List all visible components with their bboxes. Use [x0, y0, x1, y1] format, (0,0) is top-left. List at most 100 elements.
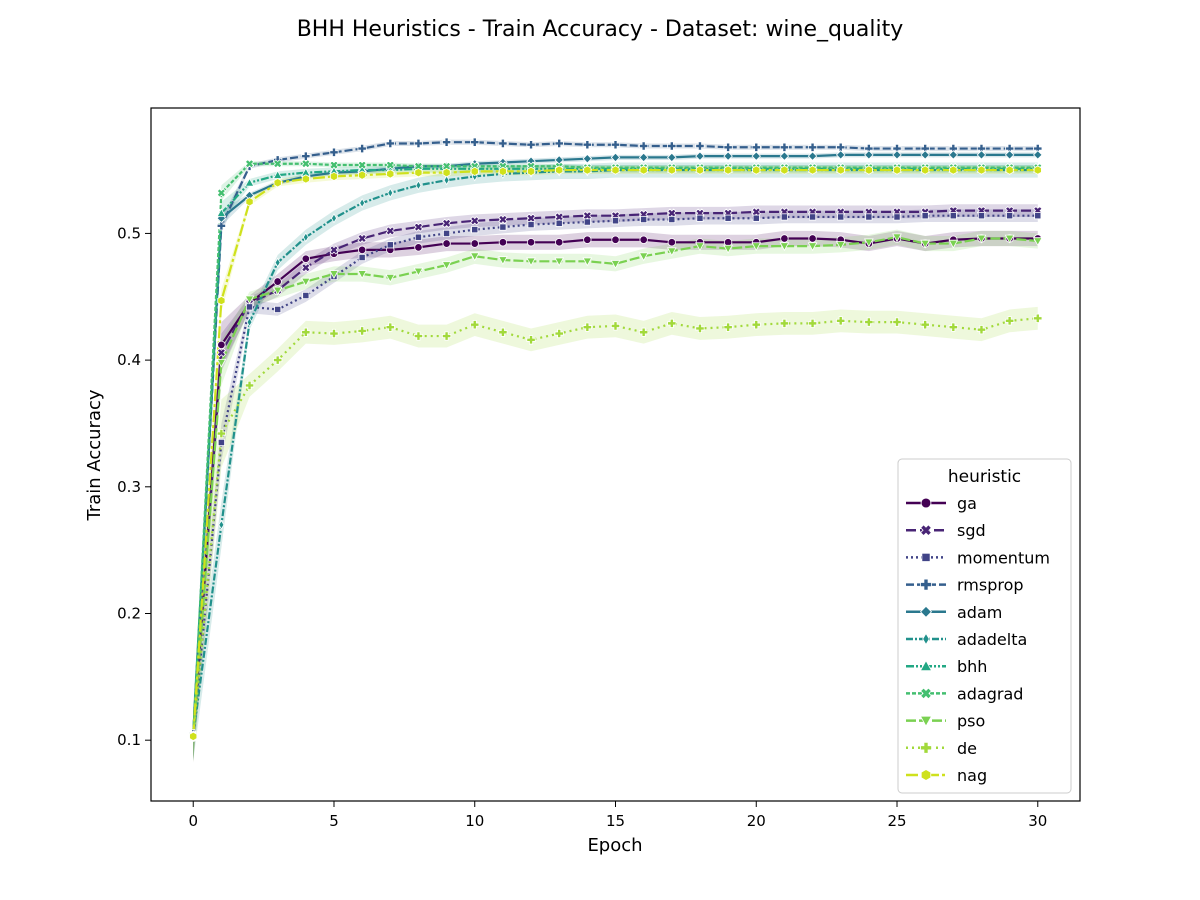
point-nag [1033, 165, 1042, 175]
point-nag [864, 165, 873, 175]
point-ga [357, 245, 367, 255]
point-momentum [865, 213, 873, 221]
point-nag [358, 170, 367, 180]
point-momentum [780, 213, 788, 221]
point-de [554, 328, 564, 339]
point-ga [217, 340, 226, 350]
point-de [273, 355, 283, 365]
point-nag [527, 166, 536, 177]
point-nag [639, 165, 648, 175]
point-nag [245, 197, 254, 207]
point-pso [554, 257, 565, 267]
point-adam [1004, 150, 1015, 160]
point-nag [695, 165, 704, 175]
series-markers [188, 137, 1043, 742]
point-rmsprop [554, 138, 564, 149]
legend: heuristic ga sgd momentum rmsprop adam adadelt… [897, 458, 1072, 794]
point-rmsprop [807, 142, 818, 152]
point-adam [835, 150, 846, 160]
legend-marker-pso [919, 715, 933, 727]
legend-frame [897, 458, 1072, 794]
legend-label-rmsprop: rmsprop [957, 576, 1024, 595]
point-momentum [414, 233, 422, 241]
point-pso [526, 257, 536, 267]
point-adagrad [329, 160, 339, 170]
point-momentum [837, 213, 845, 221]
x-axis-ticks: 0 5 10 15 20 25 30 [188, 801, 1047, 830]
point-pso [695, 242, 705, 252]
point-ga [526, 238, 536, 247]
legend-label-pso: pso [957, 712, 985, 731]
point-ga [667, 238, 676, 247]
point-ga [611, 235, 620, 244]
point-nag [442, 167, 451, 178]
point-de [807, 318, 818, 328]
point-de [751, 320, 761, 330]
point-de [836, 316, 846, 326]
point-sgd [441, 218, 452, 228]
y-tick-label: 0.1 [117, 731, 141, 749]
point-de [723, 322, 733, 332]
point-adam [864, 150, 874, 160]
point-adadelta [246, 317, 253, 328]
point-nag [301, 174, 310, 184]
band-de [193, 306, 1038, 762]
point-adam [695, 151, 705, 161]
legend-label-ga: ga [957, 494, 977, 513]
point-rmsprop [610, 140, 621, 150]
point-rmsprop [582, 140, 592, 150]
point-adam [976, 150, 987, 160]
point-nag [892, 165, 902, 175]
legend-label-adagrad: adagrad [957, 684, 1023, 703]
point-de [976, 325, 987, 335]
point-adam [920, 150, 930, 160]
point-rmsprop [723, 142, 733, 152]
legend-marker-adagrad [920, 687, 932, 700]
point-de [695, 323, 705, 334]
point-nag [555, 165, 564, 175]
point-ga [780, 234, 789, 243]
point-momentum [724, 214, 732, 222]
x-tick-label: 0 [188, 812, 198, 830]
point-nag [977, 165, 986, 175]
point-nag [836, 165, 845, 175]
point-nag [780, 165, 789, 175]
chart-title: BHH Heuristics - Train Accuracy - Datase… [297, 17, 904, 42]
legend-marker-momentum [921, 552, 931, 562]
point-momentum [640, 215, 648, 224]
point-adadelta [330, 213, 337, 224]
point-momentum [443, 229, 451, 237]
point-momentum [245, 303, 254, 311]
legend-marker-bhh [919, 659, 933, 671]
point-rmsprop [836, 142, 846, 152]
point-sgd [470, 216, 480, 226]
point-pso [357, 270, 368, 279]
point-pso [892, 233, 902, 243]
point-adam [638, 152, 649, 163]
point-ga [808, 234, 817, 243]
legend-marker-adadelta [922, 632, 930, 646]
point-pso [441, 261, 452, 271]
point-adam [892, 150, 902, 160]
point-rmsprop [329, 147, 339, 157]
point-adadelta [443, 175, 450, 186]
point-nag [921, 165, 930, 175]
point-ga [442, 239, 451, 248]
point-rmsprop [526, 140, 536, 150]
point-momentum [555, 219, 563, 227]
point-adam [667, 152, 677, 163]
point-pso [498, 256, 508, 266]
point-adadelta [218, 519, 225, 530]
point-de [639, 327, 649, 337]
legend-title: heuristic [948, 467, 1021, 487]
point-nag [611, 165, 620, 175]
point-bhh [216, 208, 227, 217]
point-nag [217, 295, 226, 306]
point-de [441, 331, 452, 341]
point-ga [301, 254, 311, 263]
point-nag [189, 731, 198, 742]
legend-label-adam: adam [957, 603, 1002, 622]
point-pso [469, 252, 480, 262]
y-tick-label: 0.5 [117, 224, 141, 242]
point-momentum [302, 291, 310, 300]
